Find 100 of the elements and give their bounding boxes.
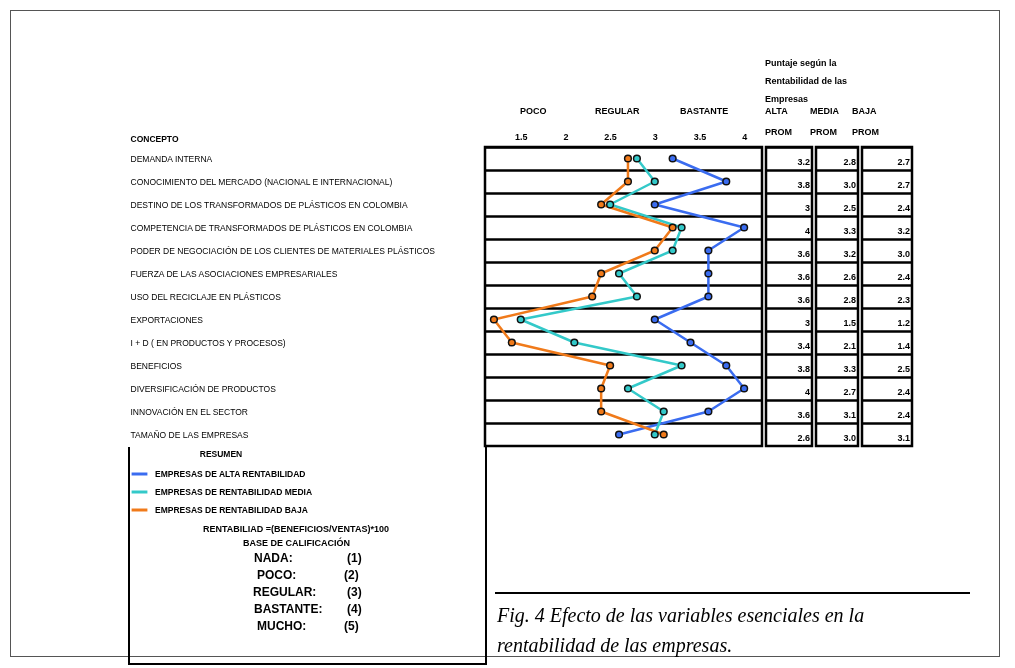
x-tick-label: 1.5	[514, 131, 528, 142]
x-tick-label: 3	[652, 131, 658, 142]
point	[614, 430, 624, 439]
data-label: 2.4	[897, 386, 910, 397]
data-label: 2.7	[897, 156, 910, 167]
data-label: 3.0	[843, 179, 856, 190]
y-tick-label: FUERZA DE LAS ASOCIACIONES EMPRESARIALES	[130, 268, 338, 279]
text: BASE DE CALIFICACIÓN	[243, 538, 351, 548]
point	[605, 200, 615, 209]
data-label: 2.5	[843, 202, 856, 213]
data-label: 2.8	[843, 294, 856, 305]
data-label: 2.5	[897, 363, 910, 374]
data-label: 3.1	[897, 432, 910, 443]
point	[668, 154, 677, 163]
text: BAJA	[852, 106, 877, 116]
data-label: 2.4	[897, 409, 910, 420]
x-tick-label: 3.5	[693, 131, 707, 142]
text: PROM	[810, 127, 837, 137]
y-tick-label: DESTINO DE LOS TRANSFORMADOS DE PLÁSTICOS EN COLOMBIA	[130, 199, 408, 210]
text: (3)	[347, 585, 362, 599]
point	[507, 338, 516, 347]
y-tick-label: DIVERSIFICACIÓN DE PRODUCTOS	[130, 383, 277, 394]
text: REGULAR:	[253, 585, 317, 599]
text: Puntaje según la Rentabilidad de las Empresas	[765, 58, 848, 104]
point	[650, 430, 659, 439]
data-label: 3.8	[797, 179, 810, 190]
point	[659, 407, 668, 416]
x-tick-label: 2.5	[604, 131, 617, 142]
data-label: 3.8	[797, 363, 810, 374]
data-label: 2.1	[843, 340, 856, 351]
point	[605, 361, 615, 370]
point	[570, 338, 579, 347]
data-label: 3.0	[897, 248, 910, 259]
point	[686, 338, 695, 347]
y-tick-label: PODER DE NEGOCIACIÓN DE LOS CLIENTES DE MATERIALES PLÁSTICOS	[130, 245, 436, 256]
point	[650, 246, 659, 255]
text: REGULAR	[595, 106, 640, 116]
point	[668, 223, 677, 232]
data-label: 3.2	[897, 225, 910, 236]
text: (2)	[344, 568, 359, 582]
data-label: 4	[804, 225, 810, 236]
point	[489, 315, 499, 324]
point	[704, 269, 713, 278]
data-label: 2.4	[897, 202, 910, 213]
text: POCO:	[257, 568, 297, 582]
text: MEDIA	[810, 106, 839, 116]
point	[650, 315, 659, 324]
text: PROM	[765, 127, 792, 137]
data-label: 3.6	[797, 409, 810, 420]
point	[704, 292, 713, 301]
point	[659, 430, 668, 439]
y-tick-label: COMPETENCIA DE TRANSFORMADOS DE PLÁSTICOS EN COLOMBIA	[130, 222, 413, 233]
point	[740, 384, 749, 393]
data-label: 3.0	[843, 432, 856, 443]
data-label: 2.7	[897, 179, 910, 190]
point	[650, 200, 659, 209]
data-label: 3.1	[843, 409, 856, 420]
data-label: 3	[804, 202, 810, 213]
legend-title: RESUMEN	[199, 449, 243, 459]
x-tick-label: 2	[563, 131, 569, 142]
point	[516, 315, 525, 324]
x-tick-label: 4	[742, 131, 748, 142]
text: NADA:	[254, 551, 293, 565]
point	[588, 292, 597, 301]
text: Fig. 4 Efecto de las variables esenciales en la rentabilidad de las empresas.	[497, 603, 866, 659]
y-tick-label: TAMAÑO DE LAS EMPRESAS	[130, 429, 249, 440]
data-label: 2.8	[843, 156, 856, 167]
point	[668, 246, 677, 255]
point	[704, 407, 713, 416]
data-label: 2.7	[843, 386, 856, 397]
data-label: 3.6	[797, 271, 810, 282]
point	[722, 361, 731, 370]
point	[740, 223, 749, 232]
data-label: 1.5	[843, 317, 856, 328]
point	[623, 154, 633, 163]
data-label: 2.6	[843, 271, 856, 282]
data-label: 2.6	[797, 432, 810, 443]
text: MUCHO:	[257, 619, 307, 633]
text: (4)	[347, 602, 362, 616]
data-label: 3.3	[843, 225, 856, 236]
data-label: 3.6	[797, 294, 810, 305]
data-label: 1.4	[897, 340, 910, 351]
text: BASTANTE	[680, 106, 729, 116]
point	[632, 292, 642, 301]
data-label: 3.4	[797, 340, 810, 351]
y-tick-label: INNOVACIÓN EN EL SECTOR	[130, 406, 248, 417]
point	[722, 177, 731, 186]
legend-label: EMPRESAS DE RENTABILIDAD BAJA	[155, 505, 308, 515]
legend-label: EMPRESAS DE RENTABILIDAD MEDIA	[155, 487, 313, 497]
point	[632, 154, 642, 163]
point	[650, 177, 659, 186]
y-tick-label: CONOCIMIENTO DEL MERCADO (NACIONAL E INTERNACIONAL)	[130, 176, 393, 187]
data-label: 1.2	[897, 317, 910, 328]
point	[704, 246, 713, 255]
point	[597, 269, 606, 278]
data-label: 3.3	[843, 363, 856, 374]
data-label: 3.2	[797, 156, 810, 167]
y-tick-label: EXPORTACIONES	[130, 314, 204, 325]
y-tick-label: BENEFICIOS	[130, 360, 183, 371]
data-label: 2.3	[897, 294, 910, 305]
